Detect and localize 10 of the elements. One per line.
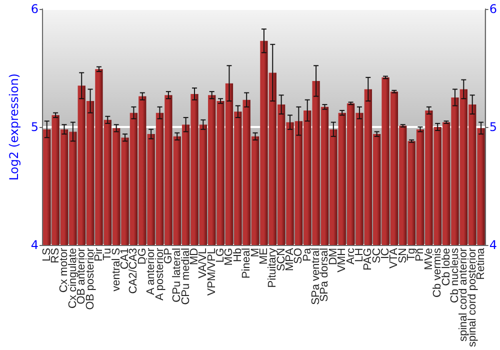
y-axis-title: Log2 (expression)	[7, 73, 21, 180]
y2-tick-label: 5	[489, 120, 498, 134]
x-tick-label: Tg	[406, 248, 418, 261]
x-tick-label: A posterior	[154, 248, 166, 301]
x-tick-label: OB posterior	[84, 248, 96, 310]
y-tick-label: 4	[30, 238, 39, 252]
y2-tick-label: 6	[489, 2, 498, 16]
y-tick-label: 5	[30, 120, 39, 134]
y-tick-label: 6	[30, 2, 39, 16]
y2-tick-label: 4	[489, 238, 498, 252]
